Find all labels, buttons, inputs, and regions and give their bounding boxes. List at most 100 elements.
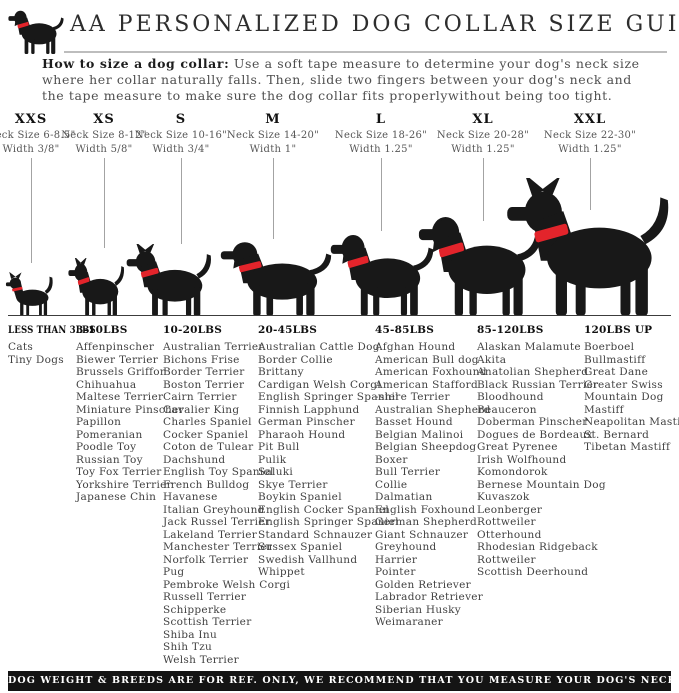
size-neck: Neck Size 10-16"	[134, 130, 228, 141]
breed-item: German Pinscher	[258, 416, 355, 428]
breed-item: Doberman Pinscher	[477, 416, 588, 428]
weight-header: 20-45LBS	[258, 324, 318, 336]
breed-item: Biewer Terrier	[76, 353, 159, 366]
size-pointer-line-xxl	[590, 158, 591, 210]
sizing-instructions: How to size a dog collar: Use a soft tap…	[42, 56, 642, 104]
size-neck: Neck Size 22-30"	[543, 130, 637, 141]
breed-item: Pulik	[258, 453, 287, 466]
breed-item: Collie	[375, 478, 408, 491]
weight-header: 120LBS UP	[584, 324, 653, 336]
breed-item: English Cocker Spaniel	[258, 503, 389, 516]
size-pointer-line-l	[381, 158, 382, 231]
breed-item: Rottweiler	[477, 553, 536, 566]
breed-item: Finnish Lapphund	[258, 403, 360, 416]
weight-header: 10-20LBS	[163, 324, 223, 336]
size-pointer-line-xl	[483, 158, 484, 221]
size-pointer-line-m	[273, 158, 274, 239]
size-width: Width 1.25"	[349, 144, 413, 155]
dog-silhouette-s	[126, 244, 214, 316]
size-neck: Neck Size 6-8.5"	[0, 130, 76, 141]
breed-item: Chihuahua	[76, 378, 137, 391]
breed-item: Whippet	[258, 566, 305, 578]
weight-column-less-than-3lbs: LESS THAN 3LBS Cats Tiny Dogs	[8, 324, 115, 366]
breed-item: German Shepherd	[375, 516, 478, 528]
size-width: Width 5/8"	[75, 144, 133, 155]
breed-item: American Stafford	[375, 378, 478, 391]
weight-column-10-20lbs: 10-20LBS Australian Terrier Bichons Frise…	[163, 324, 290, 666]
breed-item: Harrier	[375, 553, 418, 566]
page-title: AA PERSONALIZED DOG COLLAR SIZE GUIDE	[70, 12, 679, 37]
breed-item: Shiba Inu	[163, 628, 218, 641]
breed-item: Border Terrier	[163, 366, 245, 378]
breed-item: Mountain Dog	[584, 391, 664, 403]
breed-item: Anatolian Shepherd	[477, 366, 589, 378]
breed-item: Weimaraner	[375, 616, 443, 628]
size-column-xxl: XXL Neck Size 22-30" Width 1.25"	[530, 112, 650, 155]
breed-item: Bullmastiff	[584, 353, 646, 366]
breed-item: Bichons Frise	[163, 353, 240, 366]
breed-item: Neapolitan Mastiff	[584, 416, 679, 428]
breed-item: Brussels Griffon	[76, 366, 167, 378]
size-column-xs: XS Neck Size 8-12" Width 5/8"	[44, 112, 164, 155]
size-width: Width 1.25"	[451, 144, 515, 155]
breed-item: Tiny Dogs	[8, 353, 64, 366]
size-label: XXS	[14, 112, 48, 127]
breed-item: Australian Terrier	[163, 341, 264, 353]
breed-item: Akita	[477, 353, 507, 366]
size-label: L	[375, 112, 387, 127]
breed-item: Afghan Hound	[375, 341, 456, 353]
breed-item: Komondorok	[477, 466, 548, 478]
size-label: S	[175, 112, 187, 127]
breed-item: Great Dane	[584, 366, 649, 378]
breed-item: Labrador Retriever	[375, 591, 484, 603]
breed-item: Cocker Spaniel	[163, 428, 249, 441]
breed-item: Japanese Chin	[76, 491, 157, 503]
breed-item: Pit Bull	[258, 441, 300, 453]
breed-list: Boerboel Bullmastiff Great Dane Greater Swi…	[584, 341, 679, 454]
breed-item: Greater Swiss	[584, 378, 663, 391]
breed-item: Cardigan Welsh Corgi	[258, 378, 381, 391]
weight-header: 85-120LBS	[477, 324, 544, 336]
title-divider	[64, 51, 667, 53]
dog-silhouette-xs	[68, 258, 126, 316]
breed-item: French Bulldog	[163, 478, 250, 491]
breed-item: Papillon	[76, 416, 122, 428]
instructions-lead: How to size a dog collar:	[42, 56, 230, 71]
breed-item: Pharaoh Hound	[258, 428, 346, 441]
size-column-m: M Neck Size 14-20" Width 1"	[213, 112, 333, 155]
breed-item: Golden Retriever	[375, 578, 471, 591]
breed-item: Bloodhound	[477, 391, 544, 403]
size-label: M	[265, 112, 281, 127]
breed-item: English Springer Spaniel	[258, 516, 399, 528]
breed-item: -shire Terrier	[375, 391, 450, 403]
breed-item: Belgian Sheepdog	[375, 441, 477, 453]
breed-item: Tibetan Mastiff	[584, 441, 671, 453]
breed-list: Alaskan Malamute Akita Anatolian Shepherd B…	[477, 341, 606, 579]
breed-item: Irish Wolfhound	[477, 453, 567, 466]
breed-item: Mastiff	[584, 403, 624, 416]
breed-item: Pointer	[375, 566, 416, 578]
breed-item: Great Pyrenee	[477, 441, 558, 453]
breed-item: Otterhound	[477, 528, 542, 541]
breed-item: Siberian Husky	[375, 603, 462, 616]
breed-list: Australian Terrier Bichons Frise Border Te…	[163, 341, 290, 666]
size-width: Width 3/4"	[152, 144, 210, 155]
breed-list: Cats Tiny Dogs	[8, 341, 115, 366]
breed-item: Saluki	[258, 466, 294, 478]
breed-item: Boykin Spaniel	[258, 491, 342, 503]
breed-item: Cavalier King	[163, 403, 240, 416]
size-pointer-line-s	[181, 158, 182, 244]
breed-item: Norfolk Terrier	[163, 553, 249, 566]
breed-item: Australian Cattle Dog	[258, 341, 380, 353]
breed-item: Russian Toy	[76, 453, 143, 466]
breed-item: Greyhound	[375, 541, 437, 553]
breed-item: Boerboel	[584, 341, 635, 353]
breed-item: Poodle Toy	[76, 441, 137, 453]
breed-item: English Foxhound	[375, 503, 476, 516]
breed-list: Affenpinscher Biewer Terrier Brussels Grif…	[76, 341, 184, 504]
size-width: Width 1"	[249, 144, 297, 155]
disclaimer-bar: DOG WEIGHT & BREEDS ARE FOR REF. ONLY, W…	[8, 671, 679, 691]
breed-item: Yorkshire Terrier	[76, 478, 172, 491]
breed-item: Maltese Terrier	[76, 391, 164, 403]
breed-item: Beauceron	[477, 403, 537, 416]
